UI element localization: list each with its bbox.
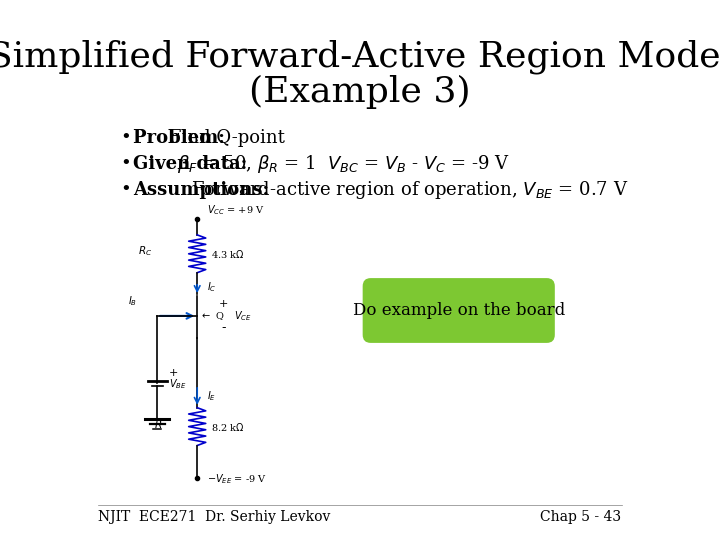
Text: $\beta_F$ = 50, $\beta_R$ = 1  $V_{BC}$ = $V_B$ - $V_C$ = -9 V: $\beta_F$ = 50, $\beta_R$ = 1 $V_{BC}$ =…: [177, 153, 510, 174]
Text: Assumptions:: Assumptions:: [133, 180, 276, 199]
Text: (Example 3): (Example 3): [249, 75, 471, 109]
Text: NJIT  ECE271  Dr. Serhiy Levkov: NJIT ECE271 Dr. Serhiy Levkov: [99, 510, 330, 524]
Text: •: •: [120, 154, 130, 173]
Text: Chap 5 - 43: Chap 5 - 43: [541, 510, 621, 524]
Text: $R_C$: $R_C$: [138, 244, 152, 258]
Text: $\leftarrow$ Q: $\leftarrow$ Q: [200, 310, 225, 322]
Text: Given data:: Given data:: [133, 154, 260, 173]
Text: $I_C$: $I_C$: [207, 280, 217, 294]
Text: 8.2 k$\Omega$: 8.2 k$\Omega$: [210, 421, 244, 433]
Text: $V_{CE}$: $V_{CE}$: [233, 309, 251, 323]
Text: -: -: [222, 321, 226, 334]
Text: +: +: [169, 368, 179, 377]
Text: Find Q-point: Find Q-point: [169, 129, 285, 147]
Text: $V_{BE}$: $V_{BE}$: [169, 377, 186, 392]
Text: Do example on the board: Do example on the board: [353, 302, 565, 319]
FancyBboxPatch shape: [363, 278, 555, 343]
Text: •: •: [120, 180, 130, 199]
Text: $I_E$: $I_E$: [207, 389, 216, 403]
Text: •: •: [120, 129, 130, 147]
Text: Forward-active region of operation, $V_{BE}$ = 0.7 V: Forward-active region of operation, $V_{…: [191, 179, 628, 200]
Text: Simplified Forward-Active Region Model: Simplified Forward-Active Region Model: [0, 39, 720, 74]
Text: $V_{CC}$ = +9 V: $V_{CC}$ = +9 V: [207, 202, 264, 217]
Text: +: +: [219, 299, 228, 309]
Text: $-V_{EE}$ = -9 V: $-V_{EE}$ = -9 V: [207, 472, 266, 486]
Text: $R$: $R$: [154, 418, 163, 430]
Text: $I_B$: $I_B$: [128, 294, 137, 308]
Text: Problem:: Problem:: [133, 129, 231, 147]
Text: 4.3 k$\Omega$: 4.3 k$\Omega$: [210, 248, 244, 260]
